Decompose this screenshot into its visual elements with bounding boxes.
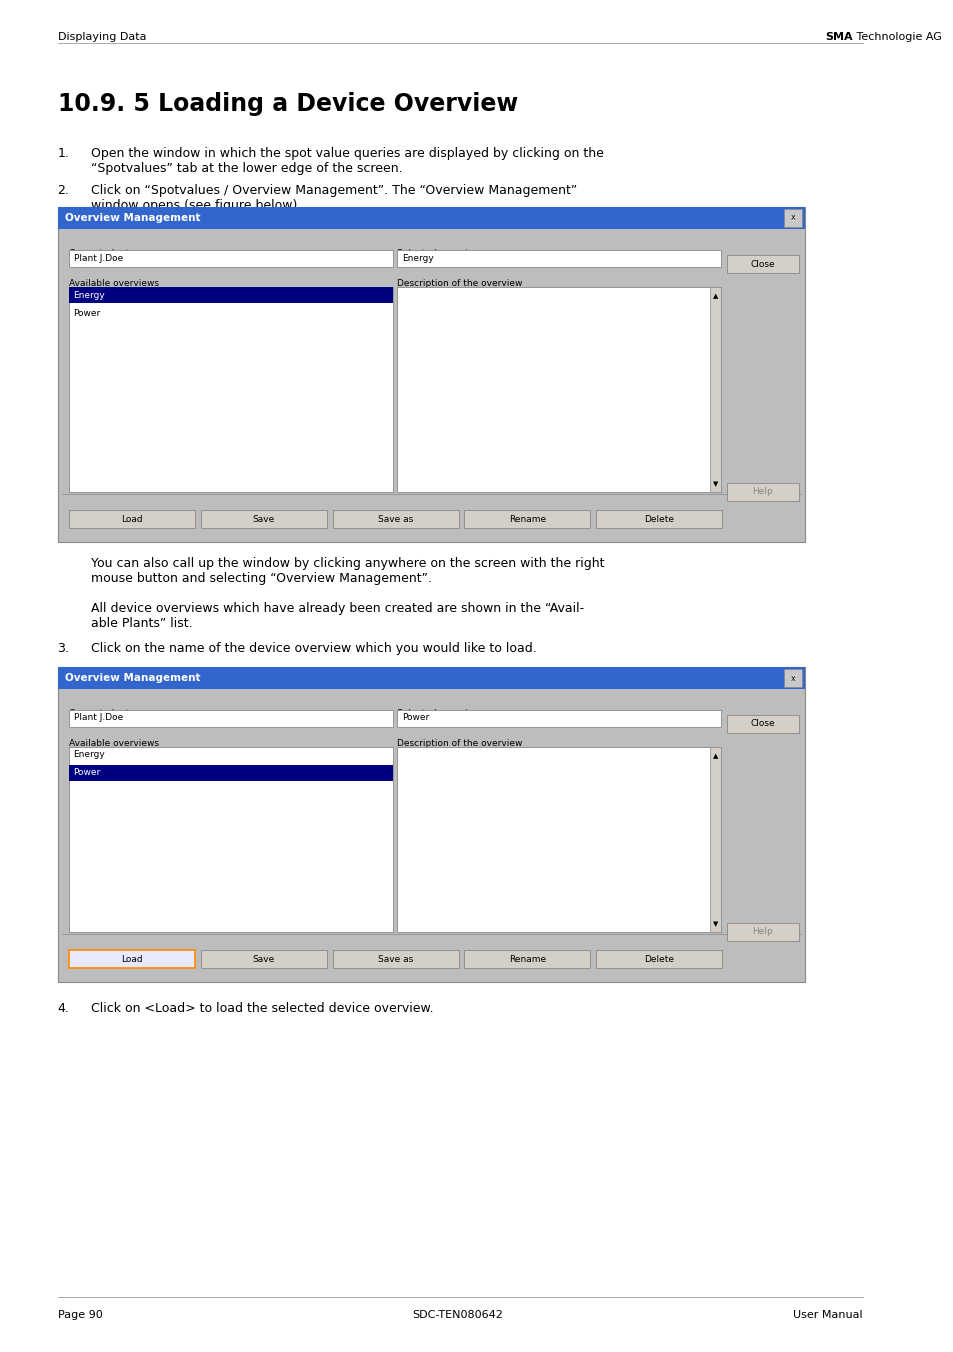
FancyBboxPatch shape: [709, 287, 720, 492]
Text: 3.: 3.: [57, 642, 70, 654]
FancyBboxPatch shape: [333, 950, 458, 968]
Text: Current plant: Current plant: [69, 708, 130, 718]
Text: ▲: ▲: [712, 293, 718, 299]
Text: Selected overview: Selected overview: [397, 249, 480, 258]
Text: Save: Save: [253, 515, 274, 523]
Text: Rename: Rename: [508, 955, 545, 964]
FancyBboxPatch shape: [596, 950, 721, 968]
Text: Plant J.Doe: Plant J.Doe: [73, 714, 123, 722]
FancyBboxPatch shape: [69, 748, 393, 932]
FancyBboxPatch shape: [709, 748, 720, 932]
Text: ▼: ▼: [712, 921, 718, 927]
FancyBboxPatch shape: [726, 715, 798, 733]
Text: 2.: 2.: [57, 184, 70, 197]
FancyBboxPatch shape: [726, 923, 798, 941]
Text: Available overviews: Available overviews: [69, 279, 159, 288]
FancyBboxPatch shape: [57, 667, 804, 982]
Text: Click on the name of the device overview which you would like to load.: Click on the name of the device overview…: [91, 642, 537, 654]
FancyBboxPatch shape: [397, 748, 720, 932]
Text: Help: Help: [752, 488, 772, 496]
Text: Available overviews: Available overviews: [69, 740, 159, 748]
Text: Energy: Energy: [72, 291, 105, 300]
Text: Power: Power: [402, 714, 429, 722]
Text: All device overviews which have already been created are shown in the “Avail-
ab: All device overviews which have already …: [91, 602, 583, 630]
FancyBboxPatch shape: [397, 250, 720, 266]
Text: 4.: 4.: [57, 1002, 70, 1015]
Text: Save as: Save as: [377, 515, 413, 523]
FancyBboxPatch shape: [69, 710, 393, 727]
Text: Selected overview: Selected overview: [397, 708, 480, 718]
Text: Power: Power: [72, 308, 100, 318]
Text: Description of the overview: Description of the overview: [397, 740, 522, 748]
Text: Rename: Rename: [508, 515, 545, 523]
Text: Page 90: Page 90: [57, 1310, 102, 1320]
Text: Energy: Energy: [402, 254, 434, 262]
Text: Plant J.Doe: Plant J.Doe: [73, 254, 123, 262]
FancyBboxPatch shape: [333, 510, 458, 529]
Text: Overview Management: Overview Management: [65, 214, 200, 223]
FancyBboxPatch shape: [69, 287, 393, 303]
Text: ▲: ▲: [712, 753, 718, 758]
Text: SMA: SMA: [825, 32, 853, 42]
Text: ▼: ▼: [712, 481, 718, 487]
Text: Close: Close: [750, 719, 774, 729]
Text: Save as: Save as: [377, 955, 413, 964]
Text: 10.9. 5 Loading a Device Overview: 10.9. 5 Loading a Device Overview: [57, 92, 517, 116]
Text: Technologie AG: Technologie AG: [853, 32, 942, 42]
Text: x: x: [790, 673, 795, 683]
Text: SDC-TEN080642: SDC-TEN080642: [412, 1310, 502, 1320]
Text: Click on <Load> to load the selected device overview.: Click on <Load> to load the selected dev…: [91, 1002, 434, 1015]
Text: Help: Help: [752, 927, 772, 937]
FancyBboxPatch shape: [69, 765, 393, 781]
Text: Close: Close: [750, 260, 774, 269]
Text: Power: Power: [72, 768, 100, 777]
Text: User Manual: User Manual: [793, 1310, 862, 1320]
FancyBboxPatch shape: [69, 287, 393, 492]
Text: Displaying Data: Displaying Data: [57, 32, 146, 42]
Text: Overview Management: Overview Management: [65, 673, 200, 683]
Text: x: x: [790, 214, 795, 223]
Text: Delete: Delete: [643, 955, 674, 964]
FancyBboxPatch shape: [464, 510, 590, 529]
FancyBboxPatch shape: [783, 210, 801, 227]
Text: You can also call up the window by clicking anywhere on the screen with the righ: You can also call up the window by click…: [91, 557, 604, 585]
Text: Load: Load: [121, 955, 143, 964]
Text: x: x: [790, 673, 796, 683]
FancyBboxPatch shape: [464, 950, 590, 968]
Text: Energy: Energy: [72, 750, 105, 760]
FancyBboxPatch shape: [57, 207, 804, 228]
Text: Current plant: Current plant: [69, 249, 130, 258]
FancyBboxPatch shape: [397, 287, 720, 492]
FancyBboxPatch shape: [57, 667, 804, 690]
FancyBboxPatch shape: [783, 669, 801, 687]
FancyBboxPatch shape: [57, 207, 804, 542]
Text: Delete: Delete: [643, 515, 674, 523]
FancyBboxPatch shape: [200, 950, 327, 968]
FancyBboxPatch shape: [397, 710, 720, 727]
FancyBboxPatch shape: [726, 256, 798, 273]
Text: Save: Save: [253, 955, 274, 964]
FancyBboxPatch shape: [69, 250, 393, 266]
Text: Open the window in which the spot value queries are displayed by clicking on the: Open the window in which the spot value …: [91, 147, 603, 174]
Text: Click on “Spotvalues / Overview Management”. The “Overview Management”
window op: Click on “Spotvalues / Overview Manageme…: [91, 184, 577, 212]
FancyBboxPatch shape: [596, 510, 721, 529]
Text: 1.: 1.: [57, 147, 70, 160]
FancyBboxPatch shape: [726, 483, 798, 502]
FancyBboxPatch shape: [69, 950, 194, 968]
Text: Description of the overview: Description of the overview: [397, 279, 522, 288]
FancyBboxPatch shape: [200, 510, 327, 529]
Text: x: x: [790, 214, 796, 223]
FancyBboxPatch shape: [69, 510, 194, 529]
Text: Load: Load: [121, 515, 143, 523]
